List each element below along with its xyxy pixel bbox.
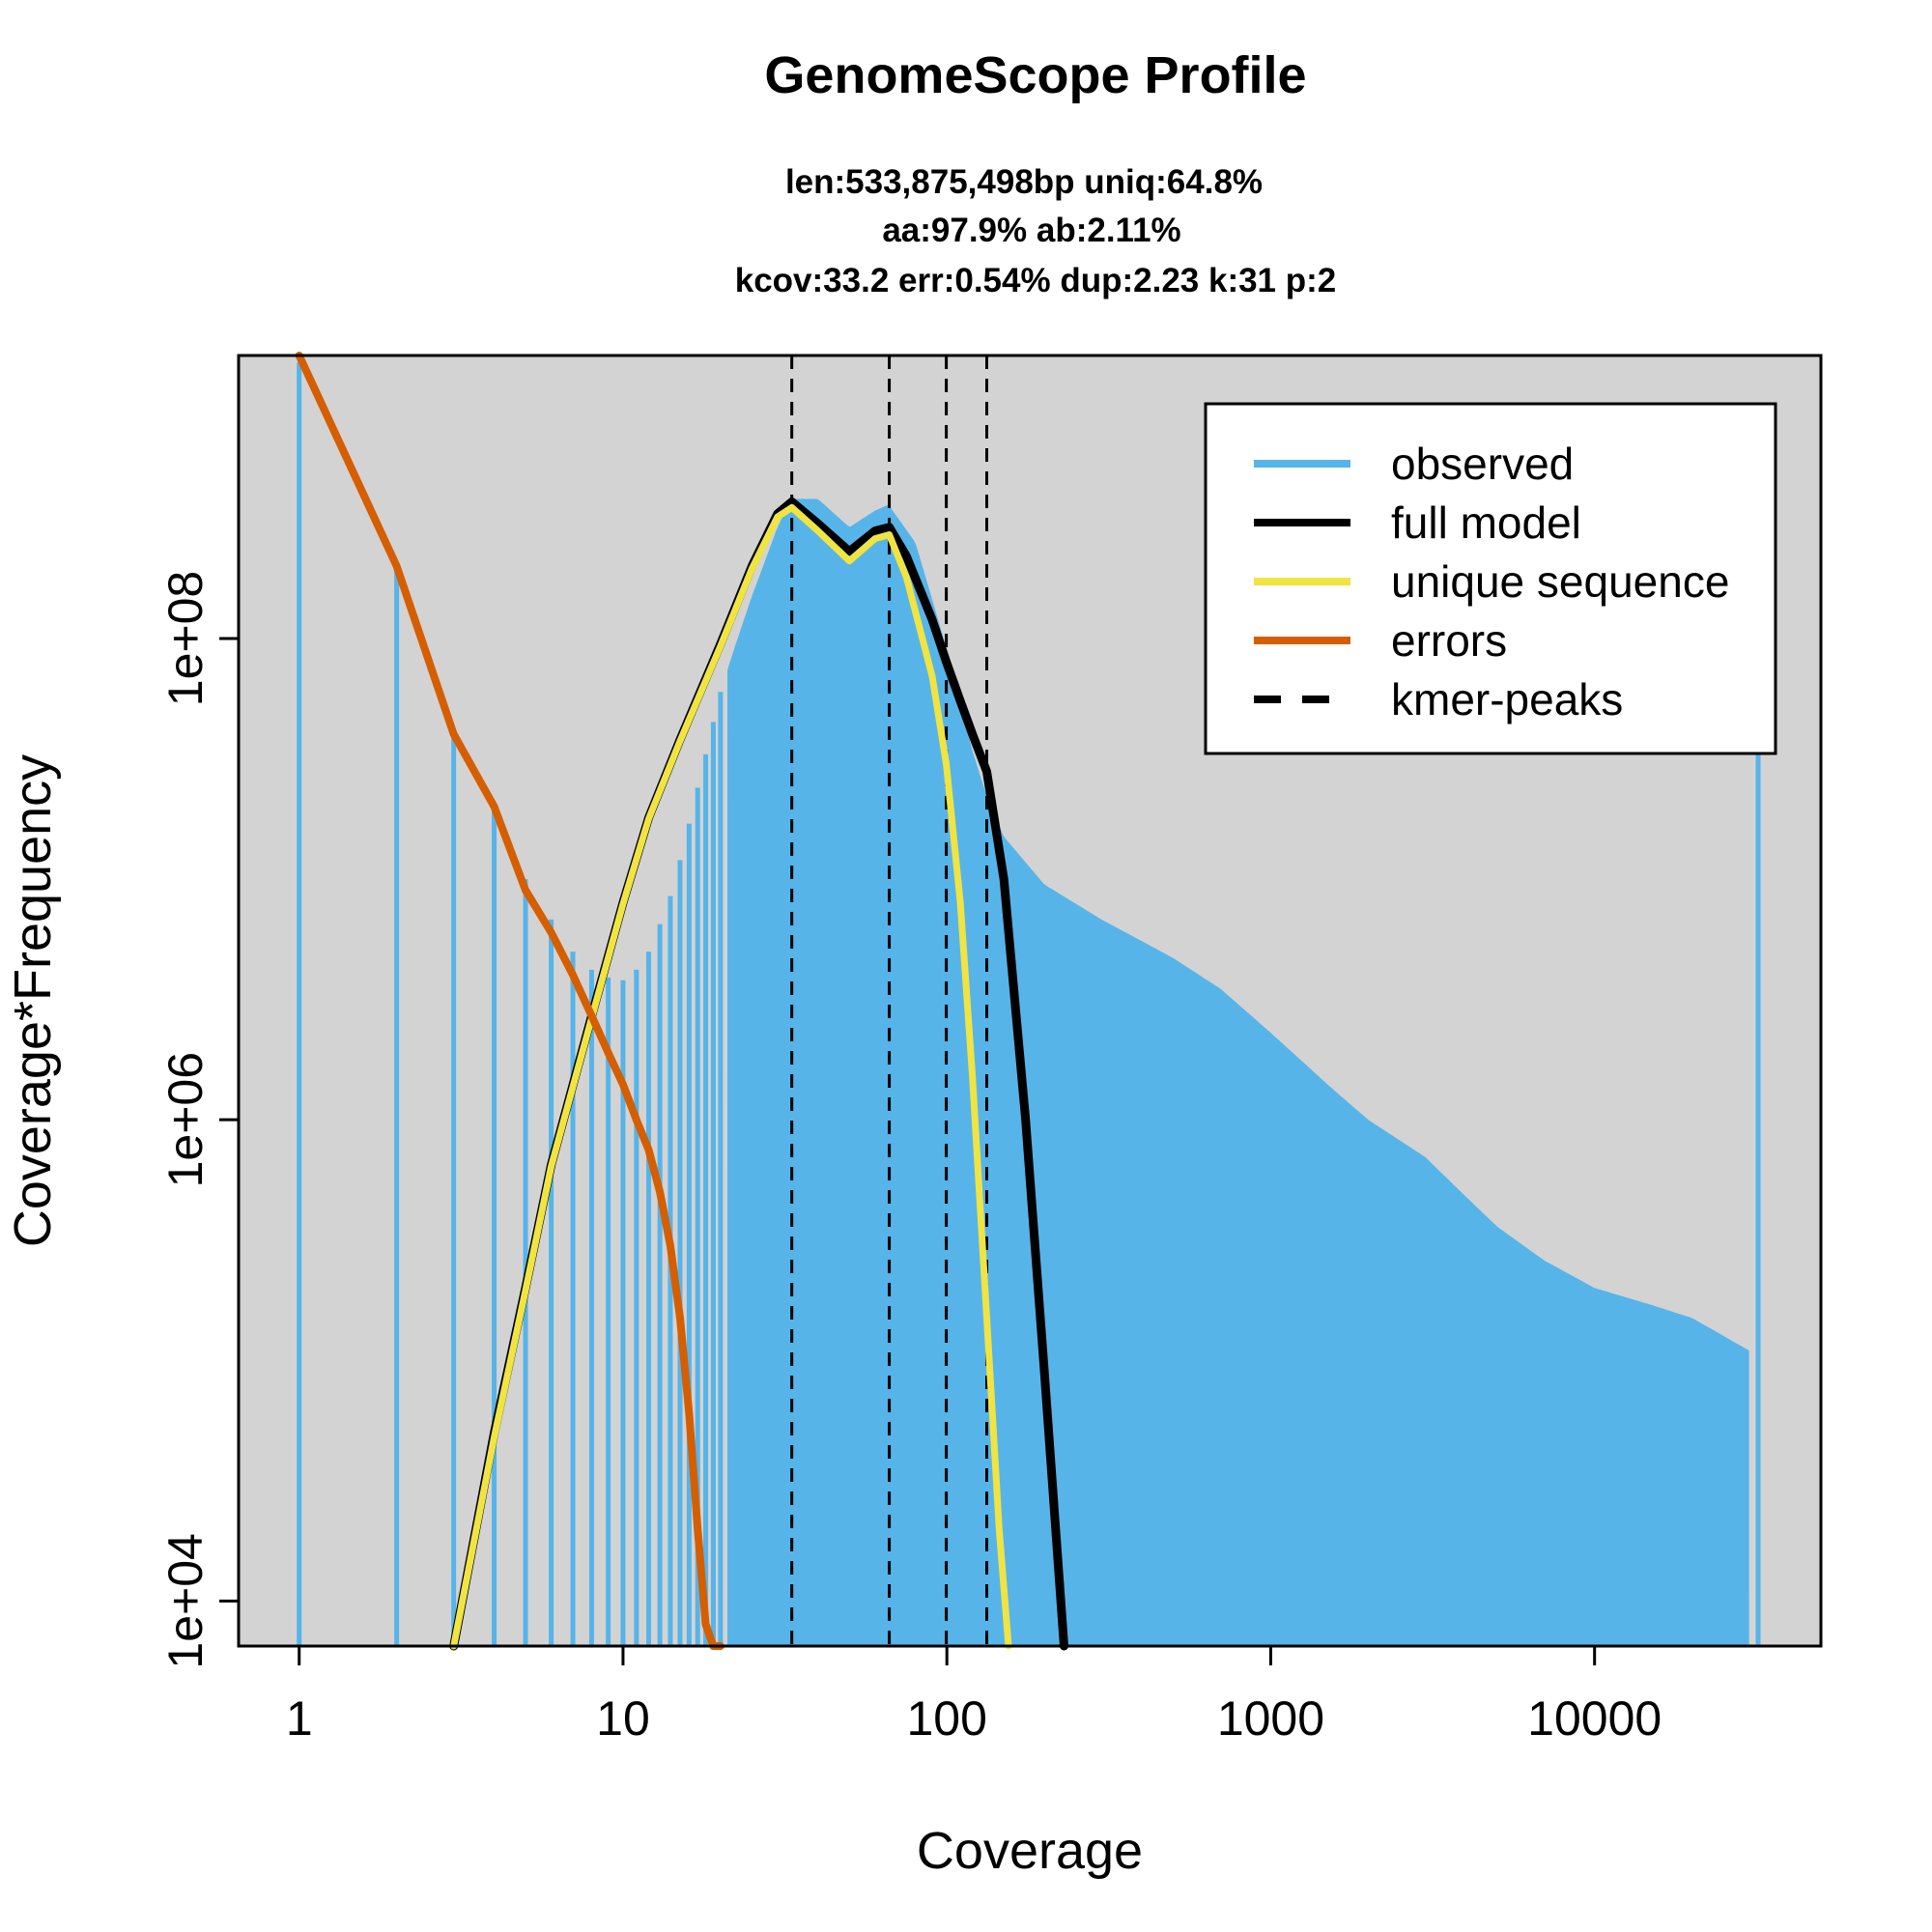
y-axis-title: Coverage*Frequency: [4, 754, 62, 1247]
model-curves: [295, 352, 1068, 1651]
x-axis: 1 10 100 1000 10000: [286, 1644, 1662, 1746]
legend-label: observed: [1391, 439, 1574, 489]
legend-label: errors: [1391, 615, 1507, 666]
y-axis: 1e+04 1e+06 1e+08: [158, 571, 241, 1669]
x-tick-label: 1000: [1217, 1691, 1324, 1746]
y-tick-label: 1e+04: [158, 1533, 213, 1668]
x-axis-title: Coverage: [917, 1822, 1143, 1880]
chart-subtitle-line-3: kcov:33.2 err:0.54% dup:2.23 k:31 p:2: [735, 262, 1337, 299]
chart-subtitle-line-1: len:533,875,498bp uniq:64.8%: [785, 163, 1263, 201]
x-tick-label: 10000: [1527, 1691, 1662, 1746]
kmer-peak-lines: [790, 355, 988, 1646]
chart-title: GenomeScope Profile: [764, 46, 1306, 104]
observed-area: [726, 498, 1749, 1646]
unique-sequence-line: [450, 503, 1012, 1650]
x-tick-label: 100: [906, 1691, 986, 1746]
y-tick-label: 1e+06: [158, 1052, 213, 1187]
legend-label: full model: [1391, 497, 1581, 548]
x-tick-label: 10: [596, 1691, 650, 1746]
chart-subtitle-line-2: aa:97.9% ab:2.11%: [882, 212, 1180, 249]
errors-line: [295, 352, 724, 1650]
legend-label: kmer-peaks: [1391, 674, 1623, 724]
x-tick-label: 1: [286, 1691, 313, 1746]
legend-label: unique sequence: [1391, 556, 1729, 607]
observed-histogram: [297, 362, 1761, 1646]
y-tick-label: 1e+08: [158, 571, 213, 706]
legend: observed full model unique sequence errors k…: [1204, 402, 1777, 755]
